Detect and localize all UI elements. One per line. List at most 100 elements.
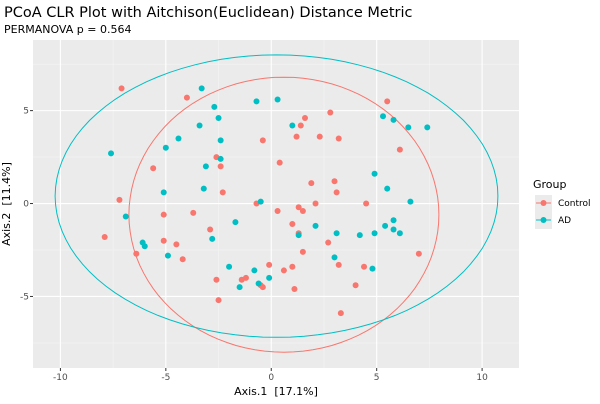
point-ad xyxy=(369,265,376,272)
point-control xyxy=(361,263,368,270)
point-ad xyxy=(232,219,239,226)
x-tick-label: 5 xyxy=(374,373,380,383)
point-ad xyxy=(380,113,387,120)
point-control xyxy=(316,133,323,140)
point-ad xyxy=(217,137,224,144)
chart-subtitle: PERMANOVA p = 0.564 xyxy=(4,23,131,36)
point-control xyxy=(289,263,296,270)
y-tick-label: 5 xyxy=(23,107,29,117)
point-ad xyxy=(196,122,203,129)
x-axis-label: Axis.1 [17.1%] xyxy=(234,385,318,398)
point-ad xyxy=(295,232,302,239)
point-control xyxy=(415,250,422,257)
point-control xyxy=(352,282,359,289)
x-tick-label: 0 xyxy=(268,373,274,383)
legend-point-control xyxy=(540,200,547,206)
point-ad xyxy=(384,185,391,192)
axis-ticks: -10 -5 0 5 10 -5 0 5 xyxy=(20,107,488,383)
x-tick-label: -5 xyxy=(161,373,170,383)
point-control xyxy=(276,159,283,166)
y-axis-label: Axis.2 [11.4%] xyxy=(0,162,13,246)
point-control xyxy=(335,261,342,268)
point-ad xyxy=(164,252,171,259)
point-ad xyxy=(162,144,169,151)
point-control xyxy=(301,115,308,122)
point-control xyxy=(333,189,340,196)
point-control xyxy=(308,180,315,187)
y-tick-label: -5 xyxy=(20,292,29,302)
legend-label-control: Control xyxy=(558,199,591,209)
points xyxy=(101,85,431,317)
point-control xyxy=(363,200,370,207)
point-ad xyxy=(289,122,296,129)
point-ad xyxy=(122,213,129,220)
point-ad xyxy=(211,103,218,110)
point-ad xyxy=(198,85,205,92)
point-ad xyxy=(217,155,224,162)
point-control xyxy=(299,248,306,255)
point-control xyxy=(101,233,108,240)
point-control xyxy=(291,286,298,293)
point-ad xyxy=(108,150,115,157)
point-control xyxy=(259,284,266,291)
point-control xyxy=(160,211,167,218)
chart-title: PCoA CLR Plot with Aitchison(Euclidean) … xyxy=(4,5,413,21)
legend-title: Group xyxy=(533,178,567,191)
point-ad xyxy=(382,222,389,229)
point-ad xyxy=(255,280,262,287)
point-control xyxy=(133,250,140,257)
point-control xyxy=(266,261,273,268)
point-ad xyxy=(251,267,258,274)
point-control xyxy=(215,297,222,304)
legend: Group Control AD xyxy=(533,178,591,229)
point-ad xyxy=(405,124,412,131)
point-control xyxy=(173,241,180,248)
point-control xyxy=(160,237,167,244)
point-control xyxy=(396,146,403,153)
point-ad xyxy=(312,222,319,229)
point-control xyxy=(183,94,190,101)
point-ad xyxy=(141,243,148,250)
point-ad xyxy=(215,115,222,122)
ellipse-control xyxy=(128,76,440,353)
point-control xyxy=(116,196,123,203)
point-control xyxy=(384,98,391,105)
point-ad xyxy=(371,170,378,177)
point-control xyxy=(289,220,296,227)
point-control xyxy=(331,178,338,185)
point-ad xyxy=(226,263,233,270)
point-control xyxy=(337,310,344,317)
point-ad xyxy=(371,230,378,237)
point-control xyxy=(295,204,302,211)
point-ad xyxy=(253,98,260,105)
point-ad xyxy=(266,274,273,281)
point-ad xyxy=(390,116,397,123)
point-control xyxy=(179,256,186,263)
point-ad xyxy=(175,135,182,142)
grid-lines xyxy=(33,40,519,368)
point-control xyxy=(242,274,249,281)
x-tick-label: 10 xyxy=(476,373,488,383)
point-control xyxy=(219,189,226,196)
point-ad xyxy=(202,163,209,170)
point-ad xyxy=(331,254,338,261)
point-ad xyxy=(356,232,363,239)
point-control xyxy=(280,267,287,274)
point-control xyxy=(207,226,214,233)
point-control xyxy=(217,163,224,170)
point-control xyxy=(299,207,306,214)
point-ad xyxy=(396,230,403,237)
point-ad xyxy=(333,230,340,237)
legend-point-ad xyxy=(540,217,547,223)
ellipses xyxy=(54,54,499,353)
point-ad xyxy=(257,198,264,205)
point-control xyxy=(190,209,197,216)
point-ad xyxy=(390,217,397,224)
point-control xyxy=(274,207,281,214)
point-ad xyxy=(236,284,243,291)
point-ad xyxy=(407,198,414,205)
y-tick-label: 0 xyxy=(23,200,29,210)
point-control xyxy=(335,135,342,142)
legend-label-ad: AD xyxy=(558,216,571,226)
